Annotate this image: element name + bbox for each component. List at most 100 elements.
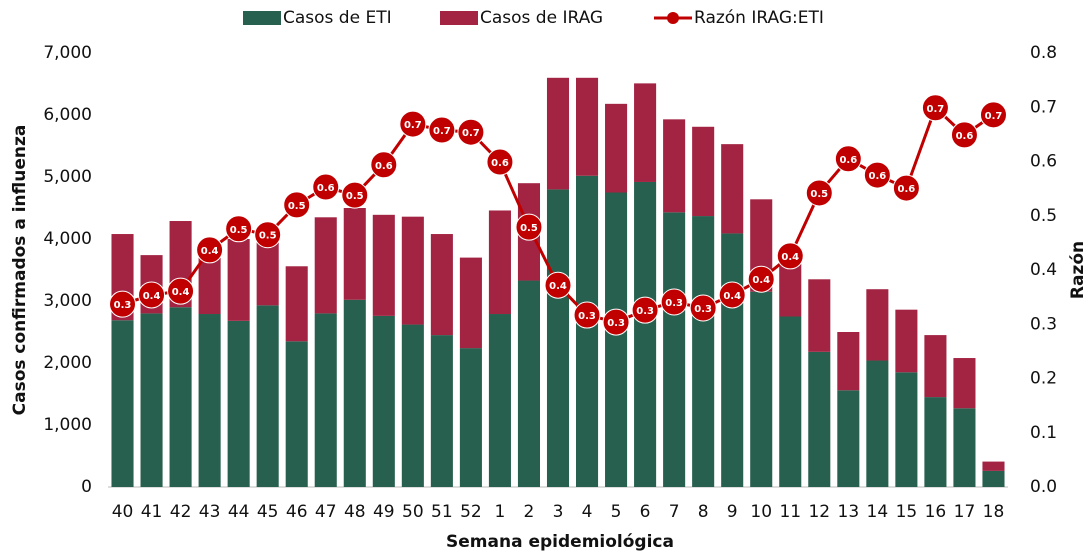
y2-axis-title: Razón (1068, 241, 1088, 299)
legend-label: Casos de ETI (283, 8, 392, 28)
bar (546, 77, 570, 190)
x-tick-label: 6 (640, 502, 651, 522)
data-label: 0.6 (491, 158, 509, 169)
bar (430, 234, 453, 336)
bar (198, 257, 221, 315)
data-label: 0.3 (578, 311, 596, 322)
data-label: 0.5 (259, 231, 277, 242)
x-tick-label: 11 (779, 502, 801, 522)
ratio-marker (805, 179, 833, 207)
x-tick-label: 49 (373, 502, 395, 522)
x-tick-label: 50 (402, 502, 424, 522)
ratio-marker (167, 277, 195, 305)
legend-label: Casos de IRAG (480, 8, 603, 28)
ratio-marker (776, 242, 804, 270)
bar (924, 335, 947, 398)
legend-label: Razón IRAG:ETI (694, 8, 824, 28)
bar (924, 397, 947, 487)
bar (227, 239, 250, 321)
data-label: 0.6 (375, 161, 393, 172)
ratio-marker (486, 148, 514, 176)
ratio-marker (747, 265, 775, 293)
x-tick-label: 51 (431, 502, 453, 522)
bar (721, 233, 744, 487)
ratio-marker (834, 145, 862, 173)
data-label: 0.4 (723, 291, 741, 302)
y-tick-label: 6,000 (43, 105, 92, 125)
data-label: 0.4 (143, 291, 161, 302)
bar (837, 390, 860, 487)
ratio-marker (979, 101, 1007, 129)
y2-tick-label: 0.0 (1030, 477, 1057, 497)
data-label: 0.7 (927, 104, 945, 115)
x-tick-label: 52 (460, 502, 482, 522)
bar (488, 314, 511, 487)
bar (488, 210, 511, 315)
ratio-marker (718, 281, 746, 309)
ratio-marker (457, 118, 485, 146)
bar (517, 280, 540, 487)
x-tick-label: 47 (315, 502, 337, 522)
data-label: 0.3 (636, 306, 654, 317)
ratio-marker (196, 236, 224, 264)
x-tick-label: 14 (867, 502, 889, 522)
data-label: 0.6 (898, 184, 916, 195)
data-label: 0.5 (230, 225, 248, 236)
bar (634, 181, 657, 487)
x-tick-label: 40 (112, 502, 134, 522)
data-label: 0.3 (665, 298, 683, 309)
x-tick-label: 12 (808, 502, 830, 522)
data-label: 0.5 (520, 223, 538, 234)
ratio-marker (428, 116, 456, 144)
x-tick-label: 13 (838, 502, 860, 522)
bar (779, 257, 802, 317)
y-tick-label: 4,000 (43, 229, 92, 249)
bar (256, 239, 279, 306)
x-tick-label: 46 (286, 502, 308, 522)
bar (285, 341, 308, 487)
data-label: 0.7 (462, 128, 480, 139)
bar (953, 408, 976, 487)
data-label: 0.5 (288, 201, 306, 212)
ratio-marker (399, 110, 427, 138)
ratio-marker (138, 281, 166, 309)
bar (576, 175, 599, 487)
ratio-marker (950, 121, 978, 149)
bar (663, 212, 686, 487)
data-label: 0.4 (752, 275, 770, 286)
bar (343, 208, 366, 300)
bar (721, 144, 744, 234)
bar (401, 324, 424, 487)
y2-tick-label: 0.2 (1030, 369, 1057, 389)
data-label: 0.3 (607, 318, 625, 329)
ratio-marker (515, 213, 543, 241)
bar (605, 192, 628, 487)
data-label: 0.4 (781, 252, 799, 263)
y-tick-label: 5,000 (43, 167, 92, 187)
ratio-marker (573, 301, 601, 329)
bar (198, 314, 221, 487)
legend-swatch (243, 11, 281, 25)
ratio-marker (283, 191, 311, 219)
x-tick-label: 3 (553, 502, 564, 522)
y2-tick-label: 0.6 (1030, 152, 1057, 172)
data-label: 0.3 (694, 304, 712, 315)
bar (372, 315, 395, 487)
x-tick-label: 42 (170, 502, 192, 522)
x-tick-label: 8 (698, 502, 709, 522)
data-label: 0.6 (868, 171, 886, 182)
ratio-marker (689, 294, 717, 322)
ratio-marker (370, 151, 398, 179)
y-tick-label: 2,000 (43, 353, 92, 373)
legend-marker (667, 12, 679, 24)
ratio-marker (544, 271, 572, 299)
data-label: 0.3 (114, 300, 132, 311)
data-label: 0.4 (172, 287, 190, 298)
bar (169, 307, 192, 487)
x-tick-label: 17 (954, 502, 976, 522)
x-tick-label: 10 (750, 502, 772, 522)
data-label: 0.6 (839, 155, 857, 166)
ratio-marker (863, 161, 891, 189)
bar (895, 309, 918, 373)
ratio-marker (225, 215, 253, 243)
